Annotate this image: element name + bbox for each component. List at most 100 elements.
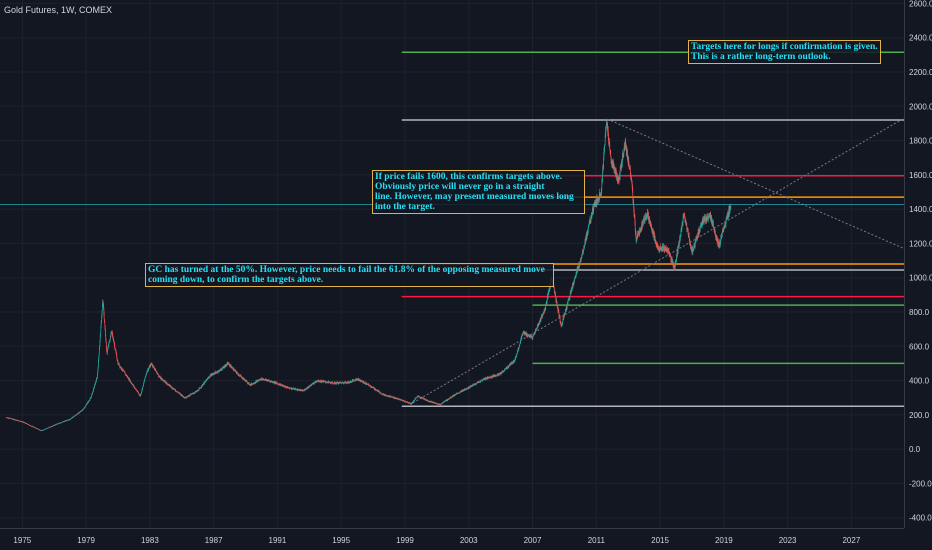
candle-body: [170, 386, 172, 388]
candle-body: [400, 399, 401, 401]
time-axis[interactable]: 1975 1979 1983 1987 1991 1995 1999 2003 2007 2011…: [0, 528, 904, 546]
candle-body: [102, 301, 104, 303]
candle-body: [563, 315, 565, 319]
candle-body: [358, 380, 360, 381]
candle-body: [698, 232, 700, 234]
candle-body: [118, 363, 120, 366]
candle-body: [403, 400, 405, 402]
candle-body: [141, 389, 143, 392]
candle-body: [456, 393, 458, 394]
candle-body: [630, 176, 632, 180]
candle-body: [692, 249, 694, 253]
candle-body: [730, 206, 732, 208]
candle-body: [702, 218, 704, 223]
candle-body: [54, 425, 56, 426]
candle-body: [145, 375, 147, 377]
annotation-targets-long[interactable]: Targets here for longs if confirmation i…: [688, 40, 881, 64]
candle-body: [349, 382, 350, 383]
candle-body: [16, 419, 18, 421]
candle-body: [364, 382, 365, 384]
candle-body: [631, 182, 633, 187]
candle-body: [140, 394, 142, 395]
candle-body: [585, 237, 586, 243]
candle-body: [500, 372, 502, 375]
candle-body: [713, 227, 715, 229]
candle-body: [583, 248, 585, 250]
candle-body: [633, 201, 635, 209]
candle-body: [542, 313, 544, 315]
candle-body: [497, 375, 499, 376]
candle-body: [341, 382, 343, 384]
candle-body: [96, 378, 97, 381]
candle-body: [678, 245, 679, 248]
candle-body: [28, 424, 30, 425]
candle-body: [333, 383, 335, 385]
candle-body: [600, 192, 602, 196]
candle-body: [360, 380, 362, 381]
candle-body: [164, 380, 166, 383]
trend-line: [412, 117, 905, 404]
candle-body: [284, 386, 286, 388]
candle-body: [110, 336, 111, 337]
candle-body: [699, 229, 700, 233]
candle-body: [359, 379, 361, 382]
candle-body: [544, 310, 546, 312]
candle-body: [332, 382, 333, 383]
candle-body: [605, 125, 607, 130]
candle-body: [616, 172, 617, 178]
candle-body: [85, 404, 87, 406]
candle-body: [516, 353, 518, 356]
y-tick-label: -200.0: [909, 479, 932, 488]
candle-body: [314, 382, 315, 384]
candle-body: [504, 369, 506, 370]
candle-body: [538, 323, 540, 325]
candle-body: [81, 410, 83, 412]
candle-body: [648, 212, 649, 218]
candle-body: [476, 383, 477, 385]
candle-body: [307, 387, 309, 388]
candle-body: [174, 389, 176, 390]
candle-body: [695, 241, 697, 242]
candle-body: [117, 359, 118, 362]
candle-body: [376, 389, 377, 391]
candle-body: [345, 382, 347, 383]
candle-body: [283, 386, 285, 387]
candle-body: [508, 365, 510, 367]
candle-body: [375, 388, 376, 390]
price-axis[interactable]: -400.0 -200.0 0.0 200.0 400.0 600.0 800.0 1000.…: [904, 0, 932, 550]
candle-body: [136, 389, 137, 391]
candle-body: [624, 144, 626, 147]
candle-body: [536, 327, 538, 329]
candle-body: [106, 347, 107, 352]
candle-body: [617, 174, 618, 182]
candle-body: [355, 378, 356, 380]
candle-body: [603, 151, 605, 157]
candle-body: [567, 301, 569, 302]
candle-body: [532, 335, 534, 337]
candle-body: [114, 347, 116, 349]
candle-body: [103, 304, 104, 309]
candle-body: [720, 236, 722, 238]
candle-body: [601, 188, 602, 193]
annotation-gc-turned[interactable]: GC has turned at the 50%. However, price…: [145, 263, 554, 287]
candle-body: [369, 385, 370, 386]
annotation-fails-1600[interactable]: If price fails 1600, this confirms targe…: [372, 170, 585, 214]
candle-body: [283, 385, 284, 386]
x-tick-label: 1995: [332, 536, 350, 545]
candle-body: [607, 130, 609, 132]
candle-body: [704, 216, 706, 220]
candle-body: [231, 366, 232, 368]
candle-body: [700, 226, 702, 227]
candle-body: [277, 383, 279, 385]
candle-body: [74, 415, 76, 417]
candle-body: [454, 394, 456, 396]
candle-body: [609, 143, 611, 151]
candle-body: [333, 382, 335, 384]
candle-body: [89, 398, 91, 400]
candle-body: [318, 379, 319, 382]
candle-body: [574, 275, 576, 278]
candle-body: [442, 402, 443, 404]
candle-body: [356, 379, 358, 381]
candle-body: [390, 396, 392, 397]
